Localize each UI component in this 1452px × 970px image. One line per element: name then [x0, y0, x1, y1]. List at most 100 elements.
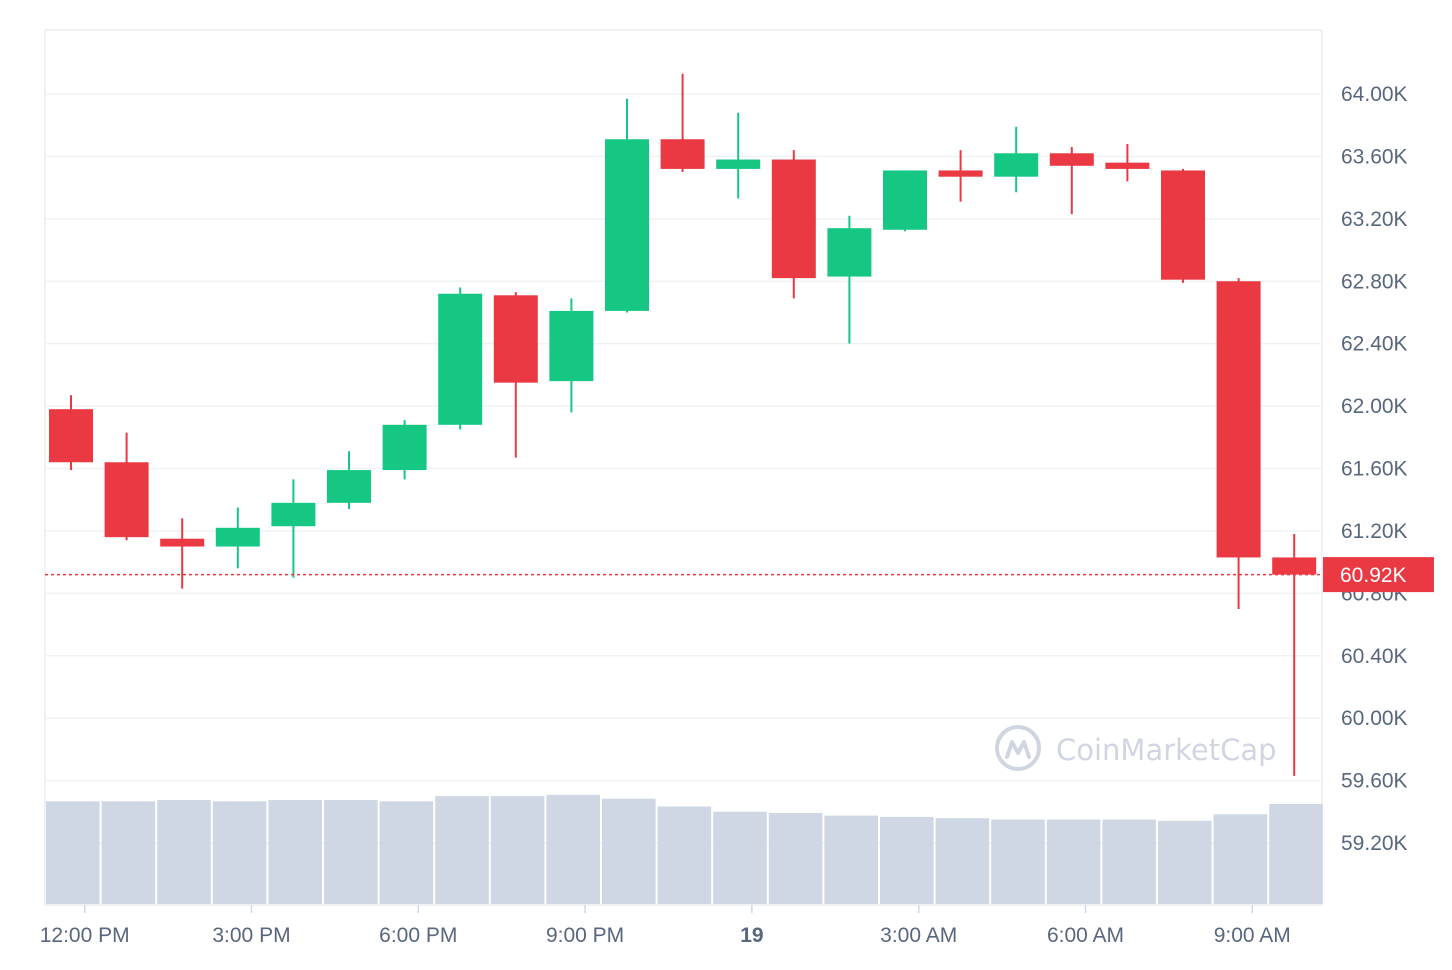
candle-body: [716, 159, 761, 169]
y-tick-label: 61.20K: [1341, 520, 1408, 543]
candle-body: [827, 228, 872, 277]
volume-bar: [768, 813, 823, 904]
current-price-badge: [1323, 557, 1434, 593]
y-tick-label: 63.60K: [1341, 145, 1408, 168]
candle-body: [660, 139, 705, 169]
y-tick-label: 63.20K: [1341, 208, 1408, 231]
candle[interactable]: [771, 150, 816, 299]
volume-bar: [880, 816, 934, 904]
candle[interactable]: [827, 215, 872, 344]
candle-body: [605, 139, 649, 311]
candle[interactable]: [1161, 168, 1205, 283]
candle[interactable]: [49, 395, 93, 471]
candle[interactable]: [1272, 534, 1317, 776]
plot-frame: [44, 29, 1323, 906]
candle[interactable]: [1105, 143, 1150, 182]
candle-body: [215, 527, 260, 547]
volume-bar: [1158, 820, 1212, 904]
candle[interactable]: [549, 298, 594, 413]
volume-bar: [379, 801, 434, 904]
candle-body: [160, 538, 205, 547]
volume-bar: [435, 796, 489, 904]
candle-body: [549, 310, 594, 382]
candle[interactable]: [1049, 147, 1094, 215]
x-tick-label: 12:00 PM: [40, 924, 130, 947]
candle-body: [994, 153, 1039, 177]
candle-body: [771, 159, 816, 279]
candle-body: [382, 424, 427, 471]
x-axis: 12:00 PM 3:00 PM 6:00 PM 9:00 PM 19 3:00 AM 6:…: [40, 905, 1291, 947]
y-axis: 59.20K59.60K60.00K60.40K60.80K61.20K61.6…: [1341, 83, 1408, 855]
volume-bar: [1046, 819, 1101, 904]
volume-bars: [46, 794, 1323, 904]
candle[interactable]: [605, 98, 649, 313]
candle-body: [327, 470, 371, 503]
volume-bar: [324, 800, 378, 904]
candle[interactable]: [327, 451, 371, 510]
candle-body: [104, 462, 149, 538]
volume-bar: [101, 801, 156, 904]
candle[interactable]: [660, 73, 705, 173]
volume-bar: [824, 815, 878, 904]
y-tick-label: 60.00K: [1341, 707, 1408, 730]
candle-body: [1216, 281, 1261, 558]
candle[interactable]: [493, 292, 538, 458]
candle-body: [938, 170, 983, 177]
candle[interactable]: [215, 507, 260, 569]
candle[interactable]: [382, 420, 427, 480]
candle-body: [1105, 162, 1150, 169]
volume-bar: [713, 811, 767, 904]
volume-bar: [1102, 819, 1156, 904]
y-tick-label: 61.60K: [1341, 458, 1408, 481]
candle[interactable]: [716, 112, 761, 199]
candle-body: [1049, 153, 1094, 166]
volume-bar: [157, 800, 211, 904]
candle[interactable]: [438, 287, 483, 430]
candle[interactable]: [104, 432, 149, 541]
candle[interactable]: [160, 518, 205, 589]
volume-bar: [935, 818, 990, 904]
volume-bar: [657, 806, 712, 904]
x-tick-label: 9:00 PM: [546, 924, 624, 947]
x-tick-label: 3:00 PM: [212, 924, 290, 947]
volume-bar: [1269, 803, 1323, 904]
y-tick-label: 59.60K: [1341, 770, 1408, 793]
coinmarketcap-logo-icon: [995, 725, 1041, 771]
candle-body: [1161, 170, 1205, 280]
y-tick-label: 64.00K: [1341, 83, 1408, 106]
candle-body: [438, 293, 483, 425]
x-tick-label: 9:00 AM: [1214, 924, 1291, 947]
x-tick-label: 19: [740, 924, 763, 947]
x-tick-label: 6:00 AM: [1047, 924, 1124, 947]
candle-body: [883, 170, 927, 230]
x-tick-label: 3:00 AM: [880, 924, 957, 947]
candle-body: [271, 502, 316, 527]
y-tick-label: 62.80K: [1341, 270, 1408, 293]
candlesticks[interactable]: [49, 73, 1317, 776]
grid-lines: [45, 93, 1322, 844]
candle-body: [1272, 557, 1317, 575]
current-price-value: 60.92K: [1340, 564, 1407, 587]
volume-bar: [991, 819, 1045, 904]
volume-bar: [546, 794, 600, 904]
y-tick-label: 62.40K: [1341, 333, 1408, 356]
candle-body: [49, 409, 93, 463]
watermark-text: CoinMarketCap: [1056, 733, 1277, 767]
candle[interactable]: [271, 479, 316, 578]
volume-bar: [212, 801, 267, 904]
candle-body: [493, 295, 538, 383]
candle[interactable]: [994, 126, 1039, 193]
volume-bar: [602, 798, 656, 904]
x-tick-label: 6:00 PM: [379, 924, 457, 947]
candle[interactable]: [938, 150, 983, 202]
current-price-label: 60.92K: [1323, 557, 1434, 593]
volume-bar: [490, 796, 545, 904]
y-tick-label: 60.40K: [1341, 645, 1408, 668]
candle[interactable]: [883, 170, 927, 232]
y-tick-label: 62.00K: [1341, 395, 1408, 418]
candle[interactable]: [1216, 278, 1261, 609]
watermark: CoinMarketCap: [995, 725, 1277, 771]
y-tick-label: 59.20K: [1341, 832, 1408, 855]
volume-bar: [46, 801, 100, 904]
